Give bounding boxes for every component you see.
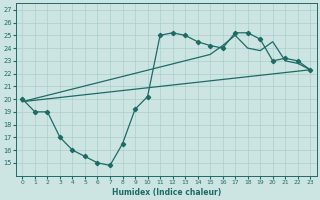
X-axis label: Humidex (Indice chaleur): Humidex (Indice chaleur) [112,188,221,197]
